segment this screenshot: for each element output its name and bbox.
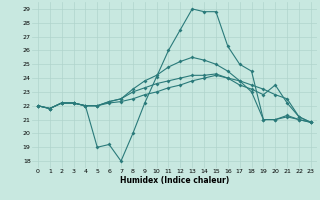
X-axis label: Humidex (Indice chaleur): Humidex (Indice chaleur) bbox=[120, 176, 229, 185]
